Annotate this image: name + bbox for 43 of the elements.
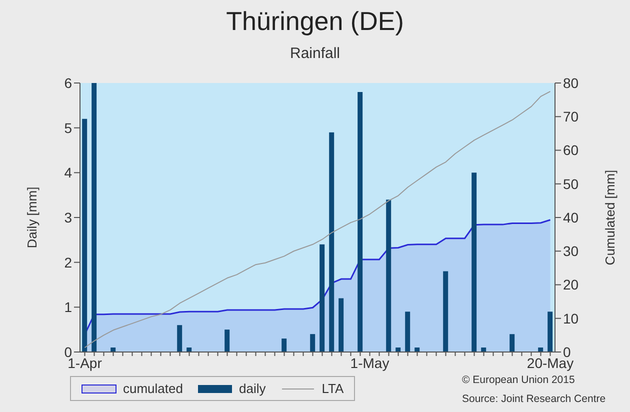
y2-tick-label: 70	[563, 108, 579, 125]
y2-tick-label: 60	[563, 142, 579, 158]
bar	[358, 92, 363, 352]
bar	[405, 312, 410, 352]
y-tick-label: 0	[64, 344, 72, 360]
x-tick-label: 1-May	[350, 354, 390, 371]
legend-label: daily	[238, 381, 266, 396]
y2-tick-label: 40	[563, 209, 579, 226]
text: © European Union 2015	[462, 373, 576, 388]
bar	[282, 338, 287, 352]
source-note: Source: Joint Research Centre	[462, 392, 606, 407]
y-tick-label: 4	[64, 164, 72, 181]
bar	[320, 244, 325, 352]
chart-title: Thüringen (DE)	[225, 6, 405, 37]
y2-tick-label: 10	[563, 310, 579, 326]
bar	[92, 83, 97, 352]
chart-subtitle: Rainfall	[288, 45, 342, 62]
line-series	[84, 90, 551, 348]
y-tick-label: 5	[64, 120, 72, 136]
bar	[329, 132, 334, 352]
y2-tick-label: 20	[563, 276, 579, 293]
bar	[386, 200, 392, 352]
y-tick-label: 1	[64, 299, 72, 316]
y-tick-label: 2	[64, 254, 72, 270]
legend-label: LTA	[322, 381, 344, 396]
bar	[310, 334, 316, 352]
bar	[82, 118, 88, 352]
y2-tick-label: 50	[563, 176, 579, 192]
legend-label: cumulated	[123, 381, 183, 396]
y2-tick-label: 30	[563, 243, 579, 260]
y-tick-label: 6	[64, 74, 72, 91]
y2-axis-title: Cumulated [mm]	[602, 170, 618, 266]
bar	[224, 330, 230, 352]
bar	[548, 312, 553, 352]
bar	[443, 271, 448, 352]
bar	[338, 298, 344, 352]
bar	[177, 325, 182, 352]
y-axis-title: Daily [mm]	[24, 186, 40, 248]
y2-tick-label: 80	[563, 74, 579, 91]
bar	[510, 334, 515, 352]
bar	[472, 172, 477, 352]
y-tick-label: 3	[64, 209, 72, 226]
y2-tick-label: 0	[563, 344, 571, 360]
